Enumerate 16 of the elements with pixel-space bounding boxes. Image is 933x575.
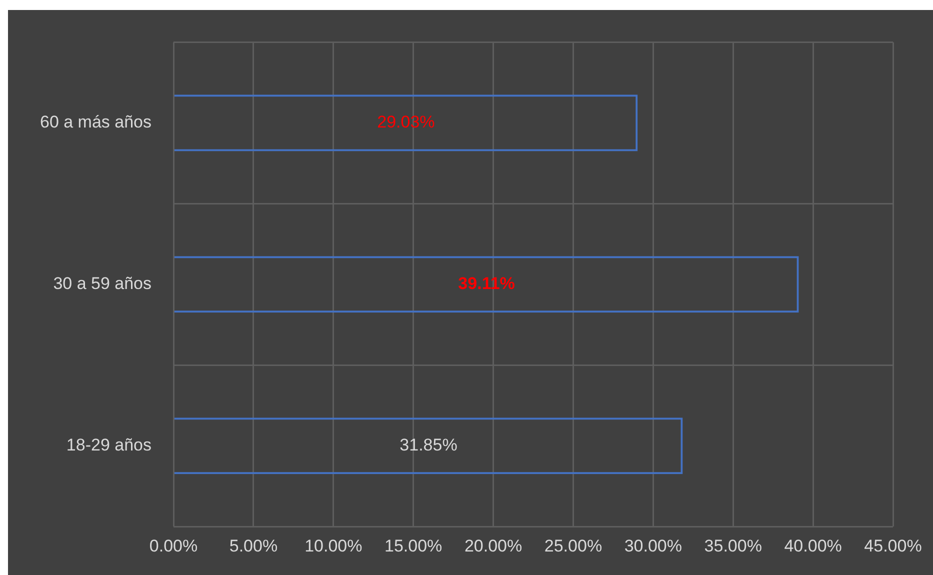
x-tick-label: 15.00% xyxy=(384,536,442,556)
y-tick-label: 30 a 59 años xyxy=(53,274,152,294)
x-tick-label: 0.00% xyxy=(149,536,198,556)
x-tick-label: 5.00% xyxy=(229,536,278,556)
x-tick-label: 10.00% xyxy=(304,536,362,556)
y-tick-label: 18-29 años xyxy=(66,436,152,455)
x-tick-label: 35.00% xyxy=(704,536,762,556)
data-label: 29.03% xyxy=(377,112,435,132)
data-label: 39.11% xyxy=(458,274,515,294)
data-label: 31.85% xyxy=(400,436,458,455)
x-tick-label: 45.00% xyxy=(864,536,922,556)
y-tick-label: 60 a más años xyxy=(40,112,152,132)
x-tick-label: 40.00% xyxy=(784,536,842,556)
x-tick-label: 25.00% xyxy=(544,536,602,556)
x-tick-label: 30.00% xyxy=(624,536,682,556)
x-tick-label: 20.00% xyxy=(464,536,522,556)
